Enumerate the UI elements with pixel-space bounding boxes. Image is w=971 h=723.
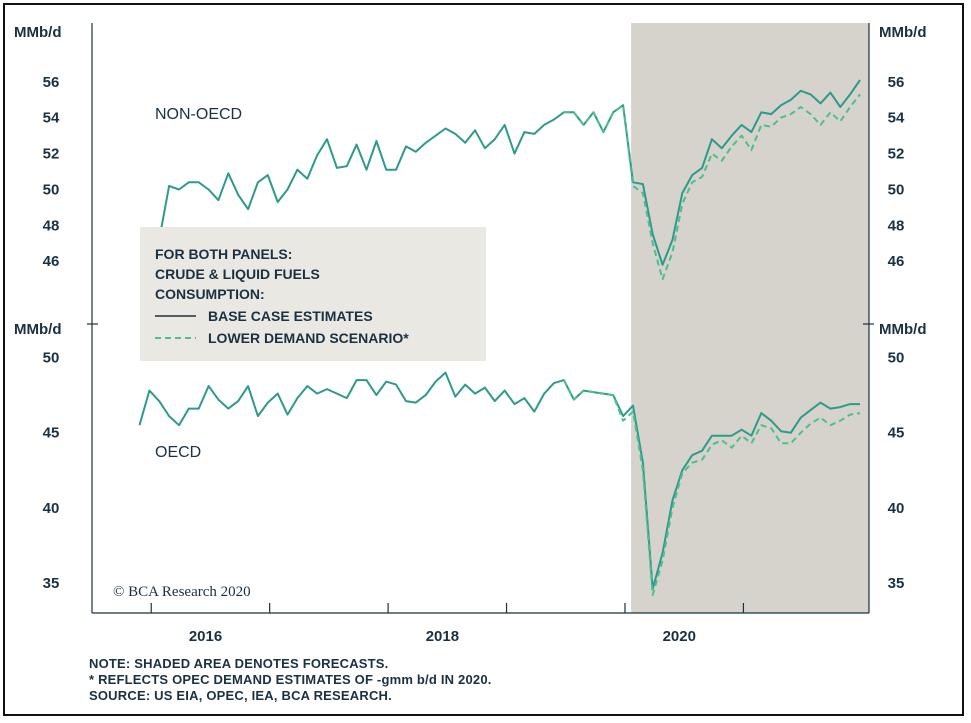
y-tick-left-p1-35: 35 [43,575,60,592]
panel-label-oecd: OECD [155,444,201,461]
y-tick-right-p0-54: 54 [888,110,905,127]
unit-bottom-left: MMb/d [14,321,61,338]
credit-text: © BCA Research 2020 [113,584,251,600]
y-tick-left-p0-48: 48 [43,217,60,234]
y-tick-right-p0-50: 50 [888,181,905,198]
y-tick-right-p1-40: 40 [888,500,905,517]
legend-title-line-1: FOR BOTH PANELS: [155,246,292,262]
y-tick-left-p1-45: 45 [43,425,60,442]
axes [87,23,874,614]
y-tick-right-p0-48: 48 [888,217,905,234]
series-lines [138,79,861,596]
y-tick-left-p0-56: 56 [43,74,60,91]
y-tick-left-p0-54: 54 [43,110,60,127]
y-tick-right-p0-52: 52 [888,146,905,163]
lower-demand-line-oecd [563,379,861,596]
forecast-shaded-area [631,23,869,613]
tick-labels: 2016 2018 2020 46 46 48 48 50 50 52 52 54 54 56 56 35 35… [43,74,905,645]
y-tick-left-p0-46: 46 [43,253,60,270]
x-tick-label-2018: 2018 [426,628,459,645]
y-tick-right-p0-46: 46 [888,253,905,270]
chart-notes: NOTE: SHADED AREA DENOTES FORECASTS. * R… [89,656,492,704]
unit-top-left: MMb/d [14,24,61,41]
chart-frame [3,3,964,716]
y-tick-left-p0-50: 50 [43,181,60,198]
y-tick-right-p0-56: 56 [888,74,905,91]
panel-label-non-oecd: NON-OECD [155,106,242,123]
note-line-opec: * REFLECTS OPEC DEMAND ESTIMATES OF -gmm… [89,672,492,687]
note-line-source: SOURCE: US EIA, OPEC, IEA, BCA RESEARCH. [89,688,392,703]
y-tick-left-p1-40: 40 [43,500,60,517]
legend-title-line-2: CRUDE & LIQUID FUELS [155,266,320,282]
base-case-line-oecd [138,371,860,590]
legend: FOR BOTH PANELS: CRUDE & LIQUID FUELS CO… [140,227,486,361]
note-line-shaded: NOTE: SHADED AREA DENOTES FORECASTS. [89,656,389,671]
legend-entry-lower-demand: LOWER DEMAND SCENARIO* [208,330,409,346]
legend-entry-base-case: BASE CASE ESTIMATES [208,308,373,324]
unit-top-right: MMb/d [879,24,926,41]
y-tick-left-p0-52: 52 [43,146,60,163]
base-case-line-non-oecd [158,79,861,266]
legend-box [140,227,486,361]
legend-title-line-3: CONSUMPTION: [155,286,265,302]
y-tick-right-p1-35: 35 [888,575,905,592]
y-tick-right-p1-45: 45 [888,425,905,442]
x-tick-label-2020: 2020 [663,628,696,645]
unit-bottom-right: MMb/d [879,321,926,338]
y-tick-left-p1-50: 50 [43,350,60,367]
y-tick-right-p1-50: 50 [888,350,905,367]
lower-demand-line-non-oecd [563,93,861,281]
x-tick-label-2016: 2016 [189,628,222,645]
